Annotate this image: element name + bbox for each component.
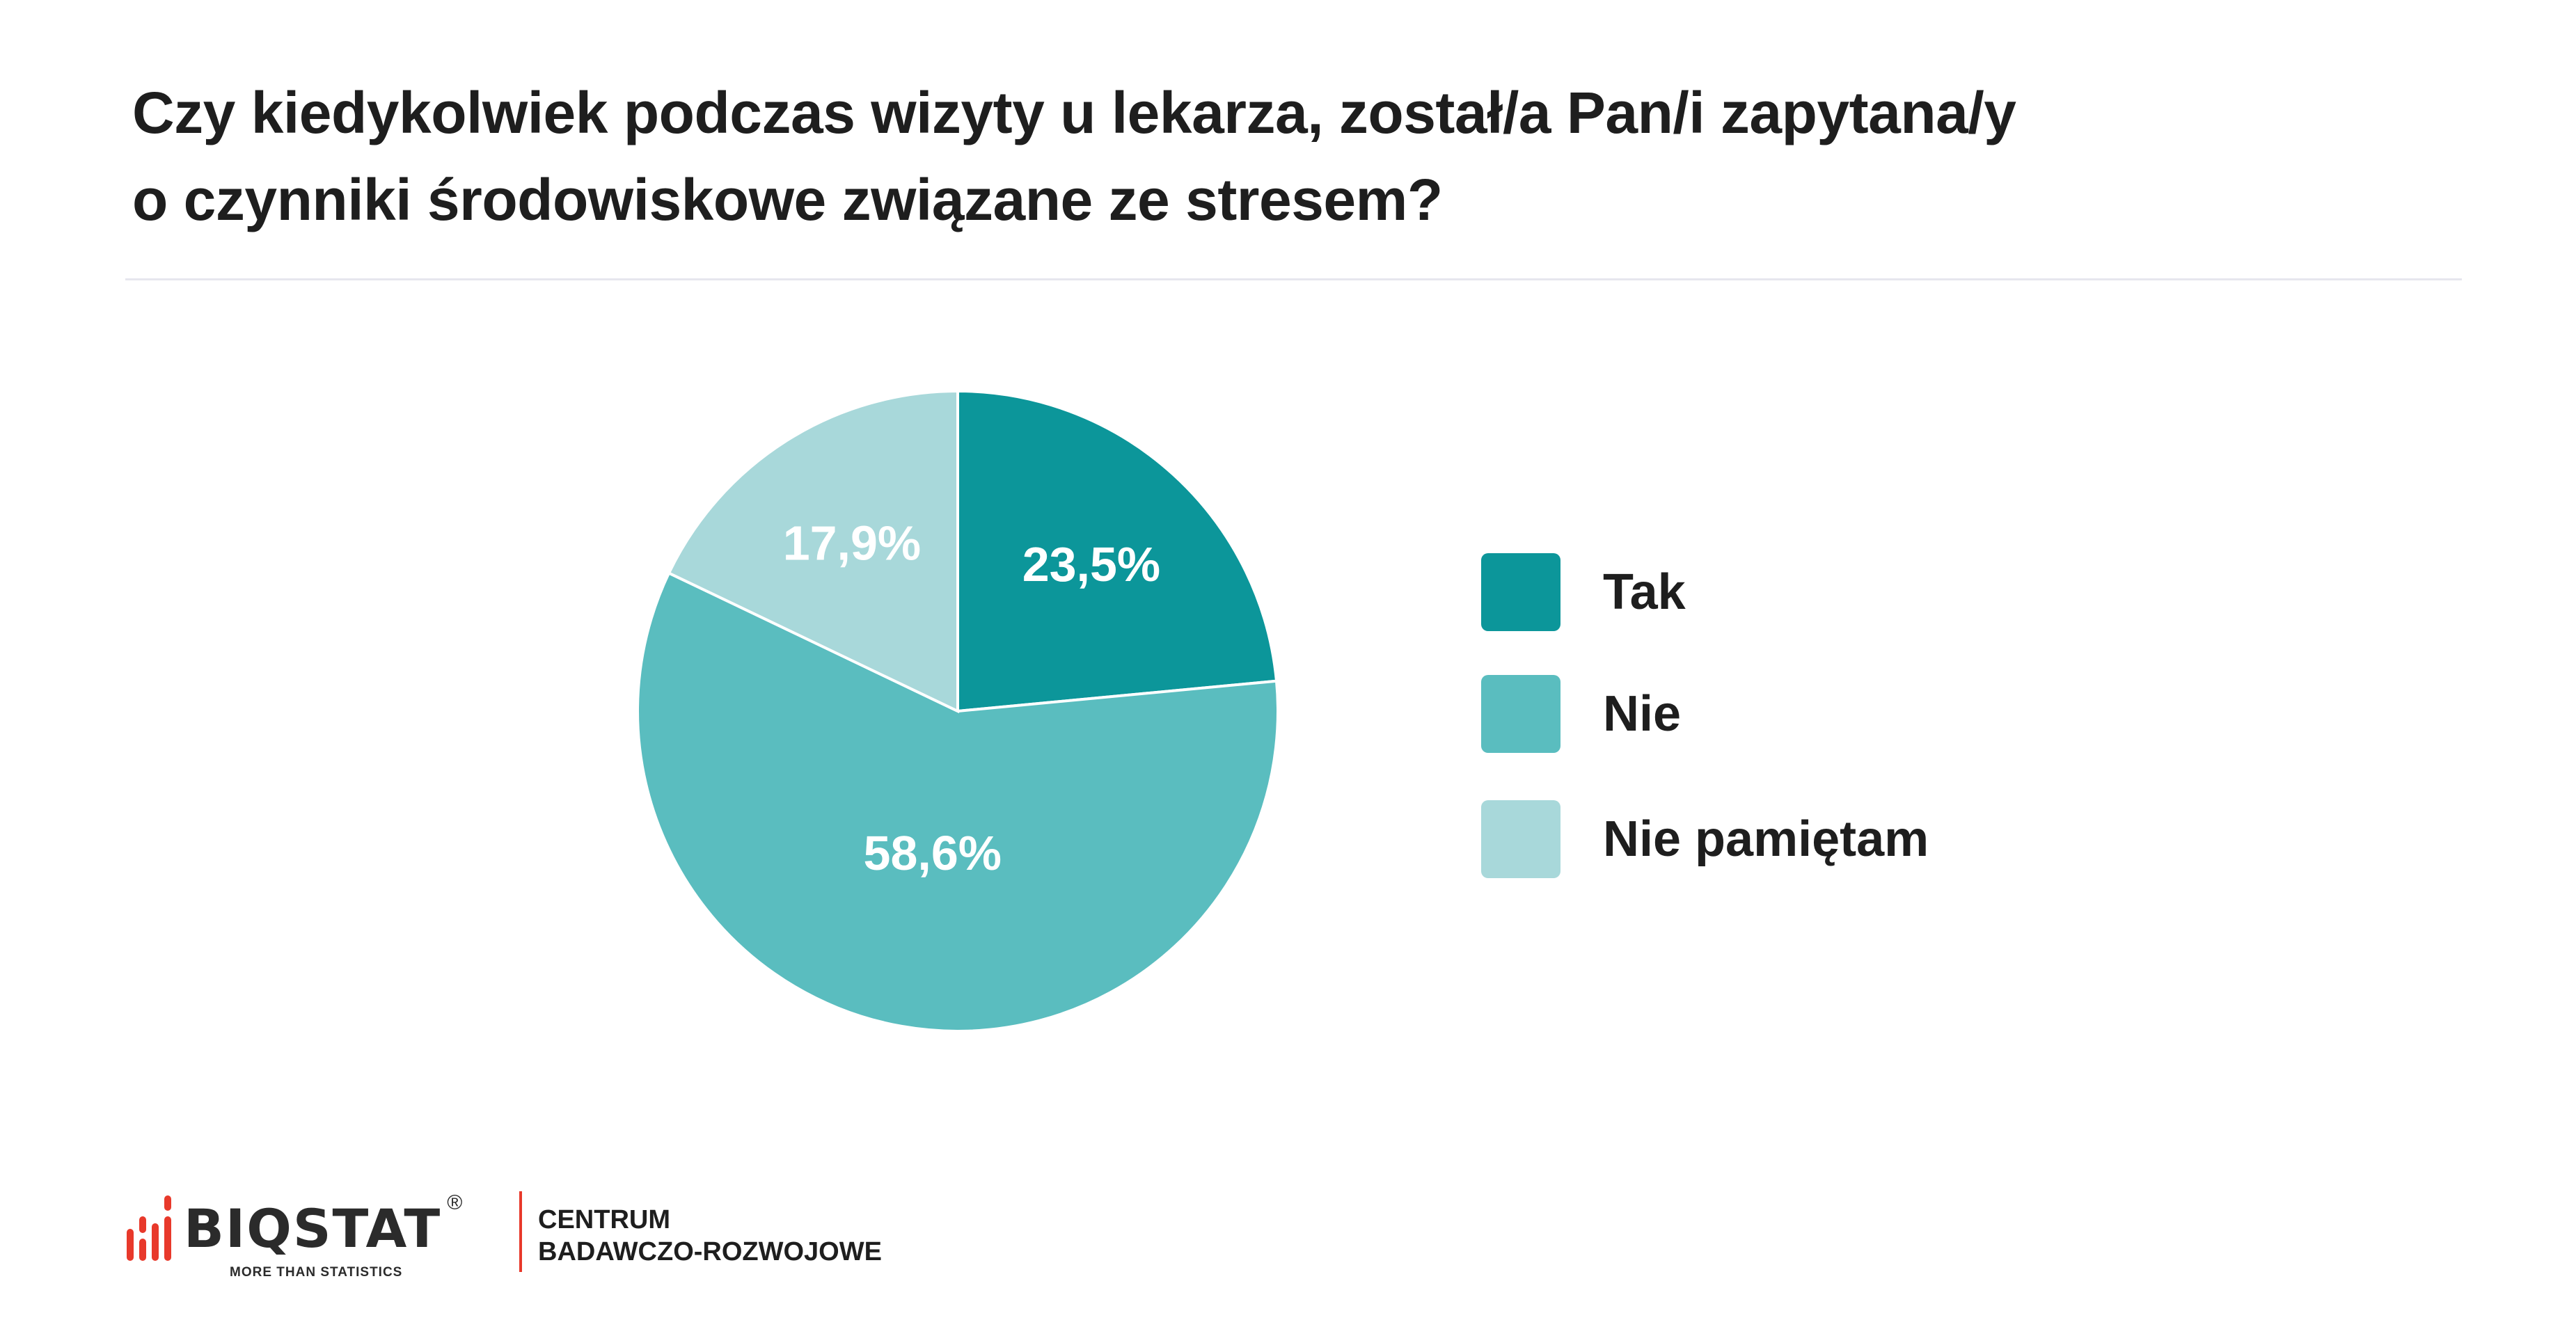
biostat-logo: BIQSTAT ® MORE THAN STATISTICS bbox=[125, 1191, 462, 1280]
logo-separator bbox=[519, 1191, 522, 1272]
legend-label: Nie pamiętam bbox=[1603, 811, 1929, 867]
data-label: 23,5% bbox=[1022, 537, 1160, 591]
title-line-2: o czynniki środowiskowe związane ze stre… bbox=[132, 167, 1443, 232]
bars-logo-icon bbox=[127, 1195, 171, 1261]
legend-item-tak: Tak bbox=[1481, 553, 1686, 631]
data-label: 17,9% bbox=[783, 516, 921, 571]
slice-tak bbox=[956, 389, 1279, 713]
centrum-text: CENTRUM BADAWCZO-ROZWOJOWE bbox=[538, 1204, 882, 1268]
legend-swatch bbox=[1481, 675, 1560, 753]
legend-label: Tak bbox=[1603, 564, 1686, 620]
legend-swatch bbox=[1481, 553, 1560, 631]
legend-label: Nie bbox=[1603, 686, 1682, 742]
logo-row: BIQSTAT ® bbox=[125, 1191, 462, 1262]
slice-nie-pamietam bbox=[667, 389, 959, 714]
legend-item-nie-pamietam: Nie pamiętam bbox=[1481, 800, 1929, 878]
title-line-1: Czy kiedykolwiek podczas wizyty u lekarz… bbox=[132, 80, 2016, 145]
legend-swatch bbox=[1481, 800, 1560, 878]
chart-title: Czy kiedykolwiek podczas wizyty u lekarz… bbox=[132, 70, 2016, 244]
centrum-line-1: CENTRUM bbox=[538, 1205, 670, 1234]
registered-mark: ® bbox=[447, 1191, 463, 1214]
centrum-line-2: BADAWCZO-ROZWOJOWE bbox=[538, 1237, 882, 1266]
logo-wordmark: BIQSTAT bbox=[184, 1198, 442, 1259]
legend-item-nie: Nie bbox=[1481, 675, 1681, 753]
slice-nie bbox=[636, 571, 1279, 1033]
logo-tagline: MORE THAN STATISTICS bbox=[230, 1265, 403, 1280]
data-label: 58,6% bbox=[864, 826, 1002, 880]
divider bbox=[125, 278, 2462, 280]
